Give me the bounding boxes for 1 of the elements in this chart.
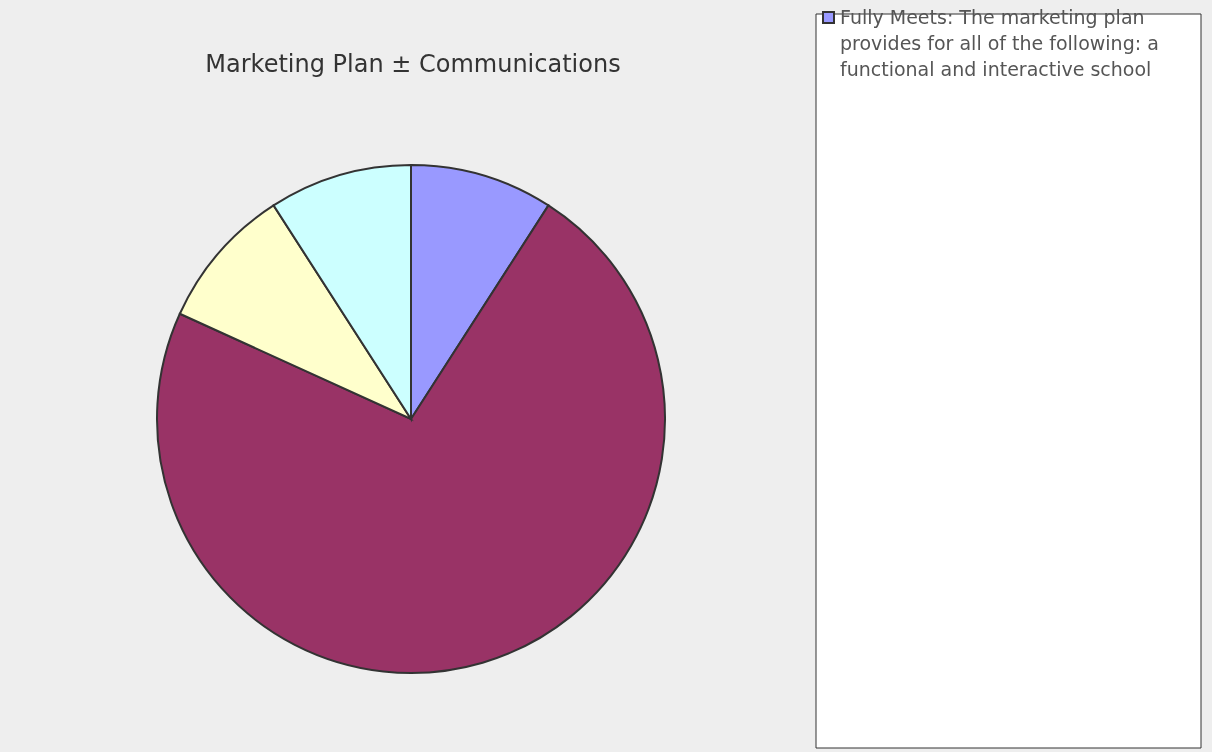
text: Marketing Plan ± Communications: [205, 50, 621, 78]
